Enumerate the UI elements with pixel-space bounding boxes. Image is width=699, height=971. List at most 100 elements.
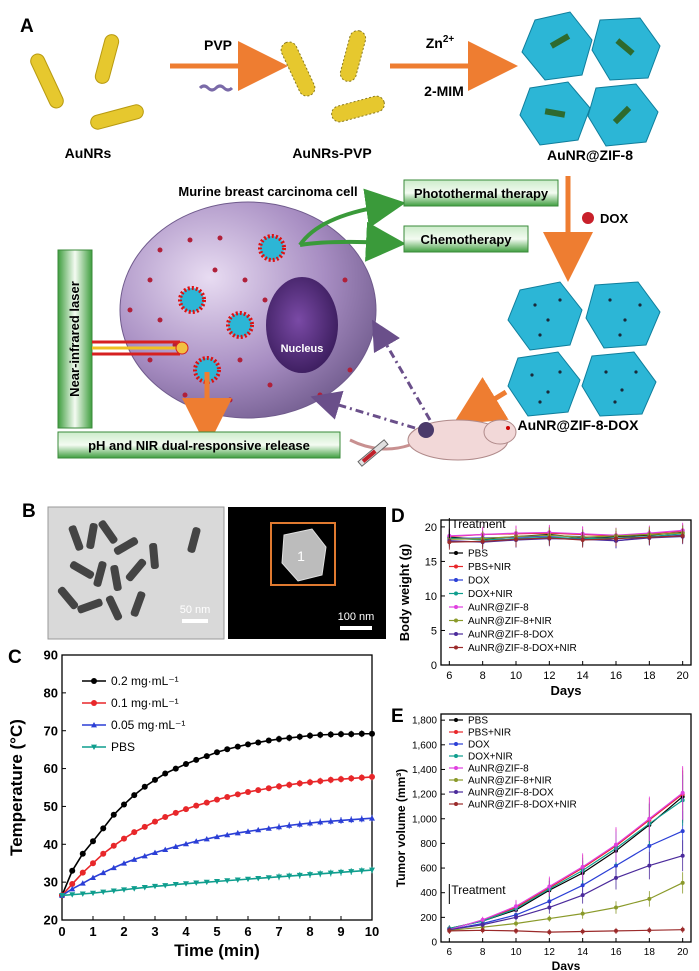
data-point [110,842,117,849]
data-point [317,871,324,877]
scale-label-50nm: 50 nm [180,604,211,616]
cell-title: Murine breast carcinoma cell [178,184,357,199]
data-point [245,741,251,748]
data-point [286,822,293,828]
laser-beam [92,340,189,356]
y-tick-label: 1,800 [412,716,437,727]
data-point [193,802,200,809]
data-point [547,884,552,889]
data-point [580,911,585,916]
arrow-to-photothermal [298,188,406,247]
x-tick-label: 0 [58,924,65,939]
legend-marker [454,618,458,623]
data-point [79,891,86,897]
x-tick-label: 12 [544,947,556,958]
pvp-chain [198,84,234,92]
data-point [338,869,344,876]
x-tick-label: 8 [480,670,486,682]
dox-dots [127,235,353,403]
data-point [348,775,355,782]
data-point [203,753,210,760]
data-point [647,928,652,933]
y-tick-label: 0 [431,660,437,672]
release-box [57,431,341,459]
data-point [647,843,652,848]
data-point [265,875,272,881]
x-tick-label: 10 [510,670,522,682]
reagent-pvp: PVP [204,37,232,53]
series-line [449,830,683,931]
data-point [245,828,251,834]
x-tick-label: 18 [643,670,655,682]
y-tick-label: 0 [431,938,437,949]
data-point [647,816,652,821]
legend-label: PBS+NIR [468,562,511,573]
data-point [480,928,485,933]
treatment-annotation: Treatment [451,517,506,531]
legend-marker [91,722,97,728]
data-point [255,739,262,746]
data-point [547,905,552,910]
plot-frame [440,713,692,943]
series-line [449,855,683,931]
legend-marker [91,744,97,750]
data-point [614,875,618,880]
panel-label-b: B [22,501,36,522]
x-tick-label: 16 [610,947,622,958]
data-point [369,867,375,874]
x-tick-label: 3 [151,924,158,939]
data-point [79,869,86,876]
data-point [224,746,231,753]
data-point [317,778,324,785]
legend-label: AuNR@ZIF-8 [468,764,529,775]
data-point [234,877,241,883]
data-point [358,868,365,874]
data-point [234,743,241,750]
data-point [203,799,210,806]
legend-label: DOX [468,576,490,587]
mouse-illustration [349,419,517,461]
data-point [348,731,355,738]
data-point [224,878,231,884]
series-line [449,793,684,930]
arrow-circulation-up [371,319,432,421]
data-point [276,823,282,830]
data-point [547,535,552,540]
series-line [449,532,683,540]
data-point [369,773,375,780]
data-point [614,928,618,933]
data-point [255,875,262,882]
series-line [449,529,683,537]
x-tick-label: 18 [644,947,656,958]
data-point [307,732,313,739]
data-point [327,818,334,824]
legend-marker [454,645,458,650]
legend-label: DOX [468,740,490,751]
release-label: pH and NIR dual-responsive release [88,438,310,453]
data-point [680,829,685,834]
data-point [100,825,107,832]
data-point [680,790,685,795]
data-point [265,737,272,744]
legend-marker [454,578,458,582]
legend-marker [454,766,458,770]
data-point [203,835,210,842]
panel-label-d: D [391,506,405,527]
data-point [100,889,107,895]
y-tick-label: 400 [420,888,437,899]
x-tick-label: 6 [446,670,452,682]
data-point [480,917,485,922]
reagent-zn-main: Zn [426,35,443,51]
y-axis-title: Temperature (°C) [7,719,26,856]
y-tick-label: 600 [420,864,437,875]
nanoparticles-in-cell [178,234,286,384]
data-point [152,776,158,783]
x-tick-label: 9 [337,924,344,939]
data-point [680,853,685,858]
photothermal-label: Photothermal therapy [414,186,549,201]
data-point [369,815,375,821]
nucleus-label: Nucleus [281,343,324,355]
data-point [255,826,262,833]
legend-marker [91,678,97,684]
x-tick-label: 8 [306,924,313,939]
